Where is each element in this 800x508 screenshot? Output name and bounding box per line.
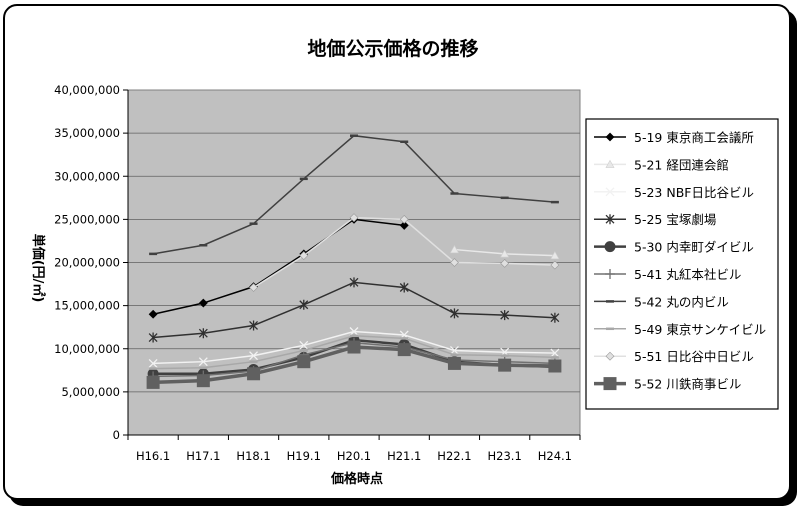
legend-entry: 5-51 日比谷中日ビル bbox=[594, 349, 754, 364]
y-tick-label: 20,000,000 bbox=[54, 256, 120, 270]
legend-label: 5-25 宝塚劇場 bbox=[634, 212, 716, 227]
data-point bbox=[397, 343, 411, 357]
data-point bbox=[550, 260, 560, 270]
data-point bbox=[605, 187, 615, 197]
legend-label: 5-21 経団連会館 bbox=[634, 157, 729, 172]
y-tick-label: 5,000,000 bbox=[61, 385, 120, 399]
legend-label: 5-30 内幸町ダイビル bbox=[634, 240, 754, 255]
y-tick-label: 0 bbox=[113, 428, 120, 442]
data-point bbox=[500, 249, 510, 258]
data-point bbox=[297, 355, 311, 369]
x-tick-label: H23.1 bbox=[488, 449, 522, 463]
x-tick-label: H19.1 bbox=[287, 449, 321, 463]
x-tick-label: H16.1 bbox=[136, 449, 170, 463]
series-10 bbox=[146, 340, 562, 389]
legend-entry: 5-49 東京サンケイビル bbox=[594, 322, 766, 337]
legend: 5-19 東京商工会議所 5-21 経団連会館 5-23 NBF日比谷ビル 5-25 … bbox=[594, 130, 766, 392]
data-point bbox=[447, 356, 461, 370]
data-point bbox=[548, 359, 562, 373]
y-tick-label: 30,000,000 bbox=[54, 169, 120, 183]
data-point bbox=[249, 351, 259, 361]
x-tick-label: H20.1 bbox=[337, 449, 371, 463]
data-point bbox=[146, 375, 160, 389]
x-tick-label: H22.1 bbox=[437, 449, 471, 463]
data-point bbox=[349, 277, 359, 288]
data-point bbox=[603, 377, 617, 391]
series-line bbox=[152, 218, 405, 315]
legend-entry: 5-42 丸の内ビル bbox=[594, 294, 729, 309]
x-tick-label: H17.1 bbox=[186, 449, 220, 463]
data-point bbox=[605, 132, 615, 142]
series-4 bbox=[148, 277, 560, 343]
series-8 bbox=[149, 334, 559, 370]
data-point bbox=[148, 358, 158, 368]
y-tick-label: 25,000,000 bbox=[54, 212, 120, 226]
data-point bbox=[450, 258, 459, 267]
x-tick-label: H18.1 bbox=[236, 449, 270, 463]
data-point bbox=[347, 340, 361, 354]
legend-entry: 5-52 川鉄商事ビル bbox=[594, 377, 741, 392]
x-axis-title: 価格時点 bbox=[330, 471, 383, 487]
legend-label: 5-19 東京商工会議所 bbox=[634, 130, 754, 145]
data-point bbox=[247, 367, 261, 381]
data-point bbox=[299, 251, 309, 261]
data-point bbox=[449, 308, 459, 319]
legend-entry: 5-19 東京商工会議所 bbox=[594, 130, 754, 145]
data-point bbox=[500, 310, 510, 321]
legend-entry: 5-21 経団連会館 bbox=[594, 157, 729, 172]
legend-entry: 5-25 宝塚劇場 bbox=[594, 212, 716, 227]
legend-entry: 5-41 丸紅本社ビル bbox=[594, 267, 741, 282]
x-tick-label: H21.1 bbox=[387, 449, 421, 463]
y-tick-label: 10,000,000 bbox=[54, 342, 120, 356]
legend-label: 5-42 丸の内ビル bbox=[634, 294, 729, 309]
data-point bbox=[399, 282, 409, 293]
data-point bbox=[550, 348, 560, 358]
legend-entry: 5-30 内幸町ダイビル bbox=[594, 240, 754, 255]
series-2 bbox=[449, 244, 560, 260]
data-point bbox=[198, 357, 208, 367]
data-point bbox=[550, 312, 560, 323]
x-axis-ticks: H16.1 H17.1 H18.1 H19.1 H20.1 H21.1 H22.1 H23.1… bbox=[127, 434, 581, 463]
data-point bbox=[498, 358, 512, 372]
data-point bbox=[605, 351, 615, 361]
x-tick-label: H24.1 bbox=[538, 449, 572, 463]
data-point bbox=[605, 159, 615, 168]
series-9 bbox=[249, 213, 560, 292]
legend-label: 5-52 川鉄商事ビル bbox=[634, 377, 741, 392]
y-tick-label: 15,000,000 bbox=[54, 299, 120, 313]
data-point bbox=[299, 340, 309, 350]
data-point bbox=[399, 214, 409, 224]
data-point bbox=[604, 241, 616, 253]
data-point bbox=[198, 328, 208, 339]
data-point bbox=[449, 244, 459, 254]
legend-entry: 5-23 NBF日比谷ビル bbox=[594, 185, 754, 200]
y-axis-ticks: 0 5,000,000 10,000,000 15,000,000 20,000,000… bbox=[54, 83, 129, 442]
data-point bbox=[605, 269, 615, 279]
y-tick-label: 40,000,000 bbox=[54, 83, 120, 97]
y-axis-title: 単価(円/㎡) bbox=[30, 234, 46, 303]
data-point bbox=[399, 220, 409, 230]
data-point bbox=[196, 374, 210, 388]
data-point bbox=[349, 213, 359, 223]
legend-label: 5-49 東京サンケイビル bbox=[634, 322, 766, 337]
legend-label: 5-51 日比谷中日ビル bbox=[634, 349, 754, 364]
legend-label: 5-23 NBF日比谷ビル bbox=[634, 185, 754, 200]
data-point bbox=[605, 214, 615, 225]
data-point bbox=[148, 332, 158, 343]
data-point bbox=[500, 258, 510, 268]
data-point bbox=[299, 299, 309, 310]
data-point bbox=[148, 309, 158, 319]
data-point bbox=[249, 320, 259, 331]
chart-title: 地価公示価格の推移 bbox=[307, 37, 478, 60]
data-point bbox=[198, 298, 208, 308]
series-layer bbox=[146, 134, 562, 389]
data-point bbox=[550, 250, 560, 260]
legend-label: 5-41 丸紅本社ビル bbox=[634, 267, 741, 282]
data-point bbox=[249, 283, 258, 292]
legend-box bbox=[585, 118, 779, 410]
data-point bbox=[349, 327, 359, 336]
series-7 bbox=[149, 134, 559, 256]
y-tick-label: 35,000,000 bbox=[54, 126, 120, 140]
